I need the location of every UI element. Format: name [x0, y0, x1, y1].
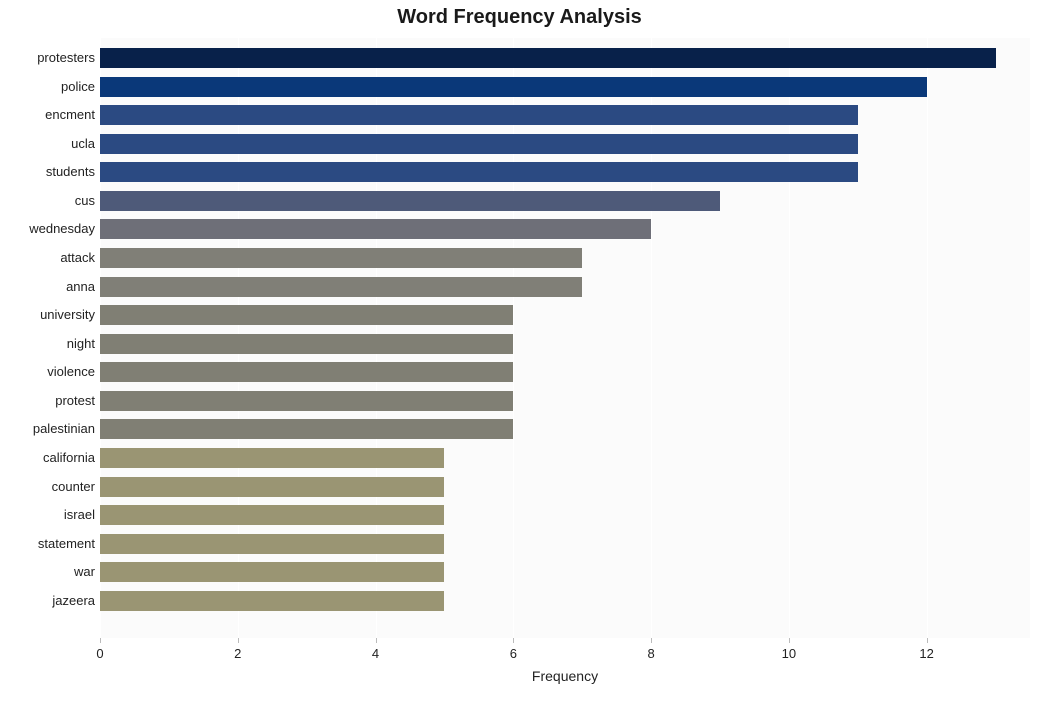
bar [100, 391, 513, 411]
y-tick-label: statement [5, 534, 95, 554]
y-tick-label: war [5, 562, 95, 582]
y-tick-label: cus [5, 191, 95, 211]
x-axis-label: Frequency [100, 668, 1030, 684]
y-tick-label: police [5, 77, 95, 97]
bar [100, 48, 996, 68]
x-tick [513, 638, 514, 643]
bar [100, 191, 720, 211]
y-tick-label: california [5, 448, 95, 468]
y-tick-label: protest [5, 391, 95, 411]
bar [100, 362, 513, 382]
y-tick-label: violence [5, 362, 95, 382]
y-tick-label: wednesday [5, 219, 95, 239]
bar [100, 134, 858, 154]
y-tick-label: anna [5, 277, 95, 297]
bar [100, 534, 444, 554]
bar [100, 448, 444, 468]
y-tick-label: protesters [5, 48, 95, 68]
bar [100, 305, 513, 325]
y-tick-label: night [5, 334, 95, 354]
x-tick-label: 2 [234, 646, 241, 661]
bar [100, 505, 444, 525]
x-tick [789, 638, 790, 643]
bar [100, 562, 444, 582]
bar [100, 77, 927, 97]
x-tick-label: 12 [919, 646, 933, 661]
bar [100, 219, 651, 239]
y-tick-label: israel [5, 505, 95, 525]
chart-title: Word Frequency Analysis [0, 6, 1039, 29]
x-tick-label: 0 [96, 646, 103, 661]
x-tick [927, 638, 928, 643]
y-tick-label: counter [5, 477, 95, 497]
x-tick-label: 10 [782, 646, 796, 661]
y-tick-label: ucla [5, 134, 95, 154]
y-tick-label: encment [5, 105, 95, 125]
gridline [513, 38, 514, 638]
bar [100, 162, 858, 182]
y-tick-label: students [5, 162, 95, 182]
bar [100, 419, 513, 439]
x-tick-label: 6 [510, 646, 517, 661]
bar [100, 334, 513, 354]
x-tick [376, 638, 377, 643]
y-tick-label: university [5, 305, 95, 325]
bar [100, 477, 444, 497]
x-tick [651, 638, 652, 643]
x-tick [238, 638, 239, 643]
bar [100, 277, 582, 297]
word-frequency-chart: Word Frequency Analysis Frequency 0 2 4 6 8 1… [0, 0, 1039, 701]
x-tick-label: 8 [647, 646, 654, 661]
y-tick-label: palestinian [5, 419, 95, 439]
x-tick-label: 4 [372, 646, 379, 661]
bar [100, 591, 444, 611]
gridline [927, 38, 928, 638]
x-tick [100, 638, 101, 643]
plot-area [100, 38, 1030, 638]
bar [100, 105, 858, 125]
bar [100, 248, 582, 268]
y-tick-label: attack [5, 248, 95, 268]
gridline [789, 38, 790, 638]
y-tick-label: jazeera [5, 591, 95, 611]
gridline [651, 38, 652, 638]
